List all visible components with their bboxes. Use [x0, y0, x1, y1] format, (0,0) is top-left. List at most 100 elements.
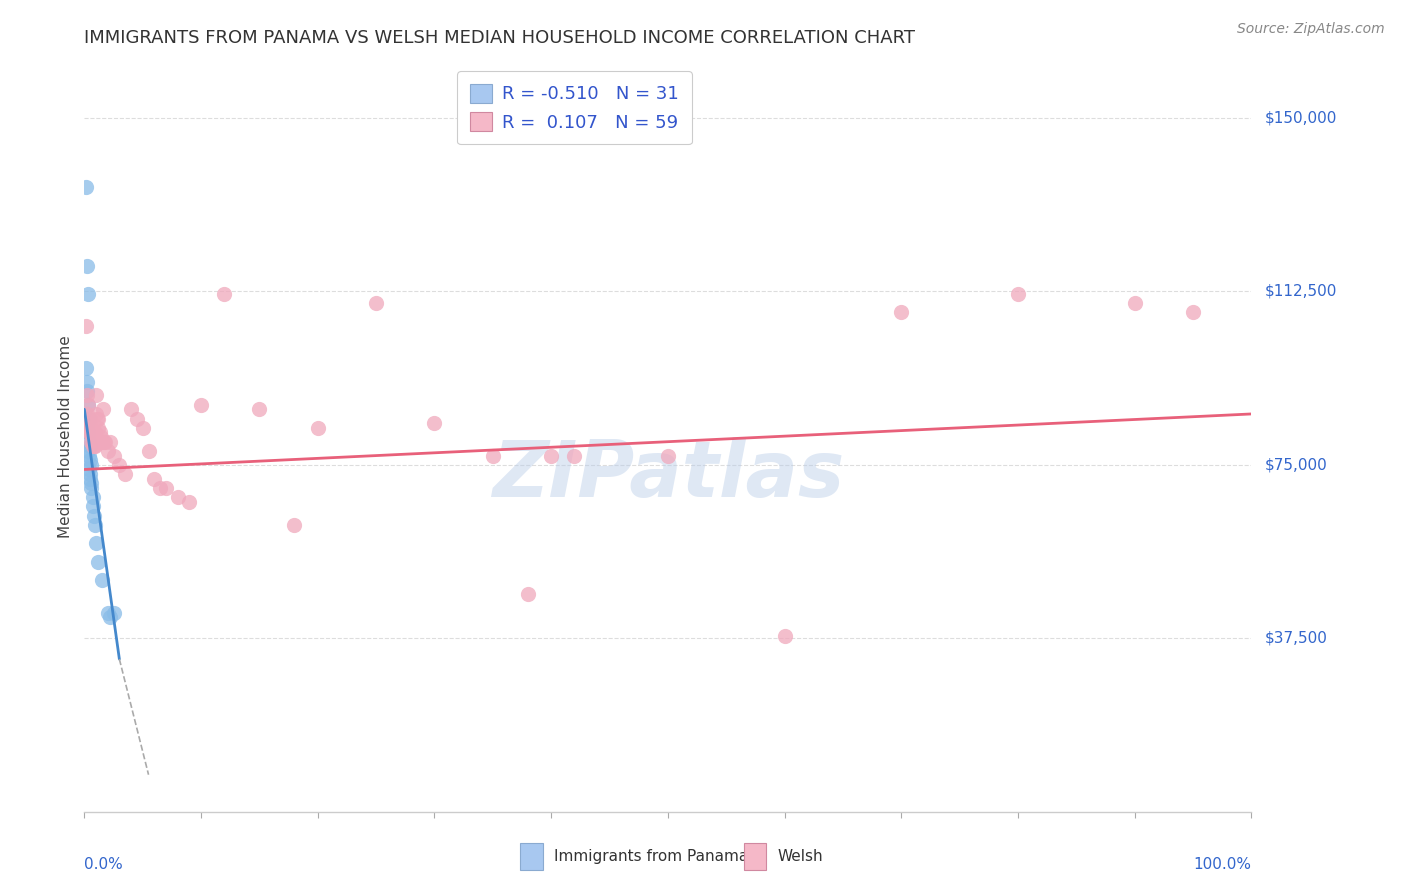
Point	[83, 439, 105, 453]
Text: Immigrants from Panama: Immigrants from Panama	[554, 849, 748, 863]
Text: Source: ZipAtlas.com: Source: ZipAtlas.com	[1237, 22, 1385, 37]
Point	[79, 472, 101, 486]
Point	[114, 467, 136, 481]
Point	[87, 411, 110, 425]
Point	[84, 536, 107, 550]
Point	[214, 286, 236, 301]
Point	[75, 319, 97, 334]
Point	[423, 416, 446, 430]
Text: $37,500: $37,500	[1265, 631, 1329, 646]
Point	[1123, 296, 1146, 310]
Point	[94, 434, 117, 449]
Point	[84, 388, 107, 402]
Point	[76, 286, 98, 301]
Point	[540, 449, 562, 463]
Point	[93, 434, 115, 449]
Point	[76, 398, 98, 412]
Point	[1007, 286, 1029, 301]
Point	[76, 416, 98, 430]
Point	[79, 453, 101, 467]
Point	[82, 439, 104, 453]
Point	[79, 439, 101, 453]
Point	[77, 425, 100, 440]
Point	[98, 610, 121, 624]
Point	[166, 490, 188, 504]
Point	[516, 587, 538, 601]
Text: $75,000: $75,000	[1265, 458, 1329, 473]
Point	[83, 425, 105, 440]
Point	[143, 472, 166, 486]
Point	[1181, 305, 1204, 319]
Point	[77, 411, 100, 425]
Point	[82, 490, 104, 504]
Point	[149, 481, 172, 495]
Point	[76, 388, 98, 402]
Text: $150,000: $150,000	[1265, 111, 1337, 126]
Point	[87, 421, 110, 435]
Point	[283, 518, 305, 533]
Text: $112,500: $112,500	[1265, 284, 1337, 299]
Point	[97, 606, 120, 620]
Point	[83, 518, 105, 533]
Point	[76, 384, 98, 398]
Point	[89, 425, 111, 440]
Point	[75, 360, 97, 375]
Point	[155, 481, 177, 495]
Point	[179, 495, 201, 509]
Point	[86, 411, 108, 425]
Point	[77, 462, 100, 476]
Point	[80, 481, 103, 495]
Point	[76, 398, 98, 412]
Point	[80, 476, 103, 491]
Point	[90, 430, 112, 444]
Point	[108, 458, 131, 472]
Point	[83, 508, 105, 523]
Point	[138, 444, 160, 458]
Text: IMMIGRANTS FROM PANAMA VS WELSH MEDIAN HOUSEHOLD INCOME CORRELATION CHART: IMMIGRANTS FROM PANAMA VS WELSH MEDIAN H…	[84, 29, 915, 47]
Y-axis label: Median Household Income: Median Household Income	[58, 335, 73, 539]
Point	[75, 180, 97, 194]
Point	[98, 434, 121, 449]
Point	[87, 555, 110, 569]
Point	[90, 574, 112, 588]
Point	[76, 375, 98, 389]
Point	[82, 434, 104, 449]
Point	[80, 434, 103, 449]
Point	[76, 259, 98, 273]
Point	[79, 467, 101, 481]
Legend: R = -0.510   N = 31, R =  0.107   N = 59: R = -0.510 N = 31, R = 0.107 N = 59	[457, 71, 692, 145]
Point	[103, 606, 125, 620]
Point	[76, 425, 98, 440]
Point	[125, 411, 148, 425]
Point	[564, 449, 586, 463]
Point	[190, 398, 212, 412]
Point	[132, 421, 155, 435]
Text: Welsh: Welsh	[778, 849, 823, 863]
Point	[481, 449, 505, 463]
Point	[80, 458, 103, 472]
Point	[97, 444, 120, 458]
Point	[84, 407, 107, 421]
Point	[890, 305, 912, 319]
Point	[76, 444, 98, 458]
Point	[77, 434, 100, 449]
Text: 100.0%: 100.0%	[1194, 856, 1251, 871]
Point	[80, 421, 103, 435]
Point	[79, 411, 101, 425]
Text: 0.0%: 0.0%	[84, 856, 124, 871]
Point	[91, 402, 114, 417]
Point	[77, 421, 100, 435]
Point	[657, 449, 679, 463]
Point	[90, 434, 112, 449]
Point	[120, 402, 142, 417]
Text: ZIPatlas: ZIPatlas	[492, 436, 844, 513]
Point	[366, 296, 388, 310]
Point	[83, 425, 105, 440]
Point	[83, 439, 105, 453]
Point	[82, 500, 104, 514]
Point	[76, 421, 98, 435]
Point	[79, 425, 101, 440]
Point	[103, 449, 125, 463]
Point	[77, 449, 100, 463]
Point	[249, 402, 271, 417]
